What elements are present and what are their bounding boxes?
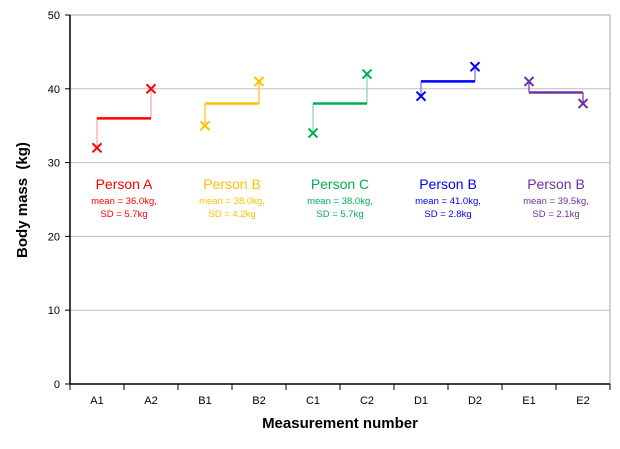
marker-stroke: [415, 90, 427, 102]
data-point-x-marker: [361, 68, 373, 80]
data-point-x-marker: [523, 76, 535, 87]
data-point-x-marker: [415, 90, 427, 102]
marker-stroke: [523, 76, 535, 87]
y-tick-label: 40: [48, 84, 60, 96]
data-point-x-marker: [199, 120, 211, 131]
group-mean-label: mean = 36.0kg,: [91, 196, 157, 207]
y-tick-label: 10: [48, 305, 60, 317]
x-tick-label: A2: [144, 395, 157, 407]
data-marks: [91, 61, 589, 154]
group-mean-label: mean = 38.0kg,: [307, 196, 373, 207]
data-point-x-marker: [307, 127, 319, 139]
group-mean-label: mean = 38.0kg,: [199, 196, 265, 207]
group-mean-label: mean = 41.0kg,: [415, 196, 481, 207]
group-sd-label: SD = 4.2kg: [208, 209, 255, 220]
x-tick-labels: A1 A2 B1 B2 C1 C2 D1 D2 E1 E2: [90, 395, 589, 407]
group-name-label: Person C: [311, 176, 369, 192]
group-sd-label: SD = 2.1kg: [532, 209, 579, 220]
x-tick-label: E1: [522, 395, 535, 407]
x-tick-label: B2: [252, 395, 265, 407]
x-tick-label: A1: [90, 395, 103, 407]
x-tick-label: D2: [468, 395, 482, 407]
marker-stroke: [361, 68, 373, 80]
data-point-x-marker: [145, 83, 157, 95]
marker-stroke: [253, 76, 265, 87]
y-tick-label: 20: [48, 231, 60, 243]
group-sd-label: SD = 2.8kg: [424, 209, 471, 220]
y-tick-label: 0: [54, 379, 60, 391]
group-name-label: Person B: [203, 176, 261, 192]
gridlines: [65, 14, 611, 390]
group-labels: Person A mean = 36.0kg, SD = 5.7kg Person B…: [91, 176, 589, 220]
y-tick-label: 50: [48, 10, 60, 22]
x-axis-title: Measurement number: [262, 415, 418, 432]
marker-stroke: [199, 120, 211, 131]
marker-stroke: [469, 61, 481, 72]
marker-stroke: [91, 142, 103, 154]
x-tick-label: E2: [576, 395, 589, 407]
data-point-x-marker: [577, 98, 589, 109]
x-tick-label: D1: [414, 395, 428, 407]
group-mean-label: mean = 39.5kg,: [523, 196, 589, 207]
marker-stroke: [307, 127, 319, 139]
y-axis-title: Body mass (kg): [14, 142, 31, 258]
group-name-label: Person B: [527, 176, 585, 192]
group-name-label: Person B: [419, 176, 477, 192]
marker-stroke: [577, 98, 589, 109]
data-point-x-marker: [469, 61, 481, 72]
x-tick-label: C2: [360, 395, 374, 407]
group-sd-label: SD = 5.7kg: [100, 209, 147, 220]
x-tick-label: C1: [306, 395, 320, 407]
group-sd-label: SD = 5.7kg: [316, 209, 363, 220]
y-tick-labels: 0 10 20 30 40 50: [48, 10, 60, 391]
group-name-label: Person A: [96, 176, 153, 192]
data-point-x-marker: [91, 142, 103, 154]
data-point-x-marker: [253, 76, 265, 87]
y-tick-label: 30: [48, 158, 60, 170]
x-tick-label: B1: [198, 395, 211, 407]
marker-stroke: [145, 83, 157, 95]
